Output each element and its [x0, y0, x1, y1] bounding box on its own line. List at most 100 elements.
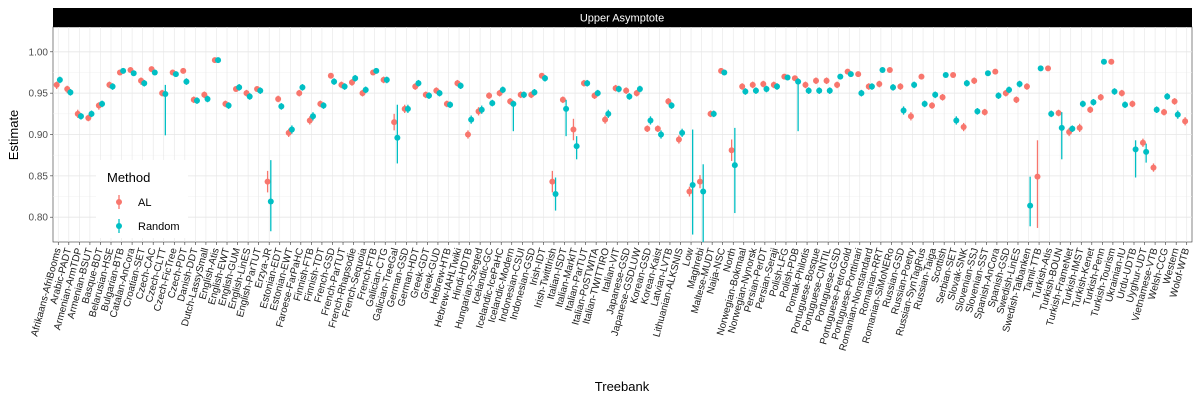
point-al — [929, 102, 936, 109]
point-random — [911, 81, 918, 88]
point-random — [267, 198, 274, 205]
point-random — [352, 75, 359, 82]
point-al — [992, 68, 999, 75]
point-random — [795, 78, 802, 85]
legend-key-point-random — [116, 223, 122, 229]
point-al — [739, 83, 746, 90]
y-tick-label: 0.90 — [29, 130, 49, 141]
point-random — [731, 162, 738, 169]
x-axis: Afrikaans-AfriBoomsArabic-PADTArmenian-A… — [29, 242, 1192, 352]
point-random — [436, 90, 443, 97]
point-random — [1132, 146, 1139, 153]
point-al — [981, 109, 988, 116]
point-random — [257, 87, 264, 94]
point-random — [162, 90, 169, 97]
point-al — [749, 81, 756, 88]
point-random — [531, 89, 538, 96]
point-al — [85, 114, 92, 121]
point-random — [499, 86, 506, 93]
point-random — [204, 95, 211, 102]
point-random — [468, 116, 475, 123]
facet-strip — [53, 8, 1192, 27]
point-random — [742, 88, 749, 95]
point-random — [900, 107, 907, 114]
facet-strip-label: Upper Asymptote — [580, 13, 664, 25]
point-al — [950, 71, 957, 78]
point-random — [383, 76, 390, 83]
point-random — [341, 83, 348, 90]
point-random — [858, 90, 865, 97]
point-random — [510, 100, 517, 107]
legend: Method AL Random — [96, 160, 188, 238]
point-random — [995, 92, 1002, 99]
point-random — [1048, 110, 1055, 117]
grid — [53, 27, 1192, 242]
point-random — [636, 86, 643, 93]
point-random — [563, 105, 570, 112]
point-random — [816, 87, 823, 94]
point-random — [942, 71, 949, 78]
point-random — [489, 100, 496, 107]
point-random — [1164, 93, 1171, 100]
point-al — [486, 92, 493, 99]
point-al — [201, 91, 208, 98]
legend-items: AL Random — [116, 195, 180, 233]
point-al — [391, 119, 398, 126]
point-random — [1027, 202, 1034, 209]
x-tick-label: Low — [681, 246, 697, 267]
point-random — [1143, 148, 1150, 155]
point-random — [668, 102, 675, 109]
point-random — [394, 134, 401, 141]
point-random — [1016, 81, 1023, 88]
point-random — [626, 93, 633, 100]
point-al — [876, 81, 883, 88]
point-al — [327, 72, 334, 79]
point-random — [457, 82, 464, 89]
point-al — [464, 131, 471, 138]
point-al — [644, 125, 651, 132]
point-al — [1087, 106, 1094, 113]
point-al — [855, 71, 862, 78]
point-al — [1108, 58, 1115, 65]
legend-title: Method — [107, 170, 150, 185]
point-random — [837, 73, 844, 80]
point-random — [299, 84, 306, 91]
point-al — [275, 95, 282, 102]
legend-background — [96, 160, 188, 238]
point-al — [1076, 124, 1083, 131]
y-axis: 0.80 0.85 0.90 0.95 1.00 — [29, 47, 53, 224]
point-al — [897, 83, 904, 90]
point-random — [658, 131, 665, 138]
point-al — [823, 77, 830, 84]
point-al — [1139, 139, 1146, 146]
y-tick-label: 0.80 — [29, 213, 49, 224]
point-random — [373, 67, 380, 74]
point-al — [760, 81, 767, 88]
point-al — [1055, 110, 1062, 116]
legend-label-random: Random — [138, 221, 180, 233]
point-random — [77, 113, 84, 120]
point-random — [56, 76, 63, 83]
legend-label-al: AL — [138, 197, 151, 209]
point-random — [478, 106, 485, 113]
point-random — [215, 57, 222, 64]
point-random — [183, 78, 190, 85]
point-al — [696, 178, 703, 185]
point-al — [971, 77, 978, 84]
point-al — [1023, 83, 1030, 90]
point-random — [1058, 124, 1065, 131]
point-al — [665, 98, 672, 105]
point-al — [570, 126, 577, 133]
y-tick-label: 1.00 — [29, 47, 49, 58]
point-al — [559, 96, 566, 103]
point-random — [890, 84, 897, 91]
point-random — [288, 126, 295, 133]
point-random — [784, 74, 791, 81]
point-random — [805, 87, 812, 94]
point-random — [552, 191, 559, 198]
point-random — [67, 89, 74, 96]
point-al — [1013, 96, 1020, 103]
point-random — [573, 143, 580, 150]
point-random — [1090, 99, 1097, 106]
point-random — [1100, 58, 1107, 65]
